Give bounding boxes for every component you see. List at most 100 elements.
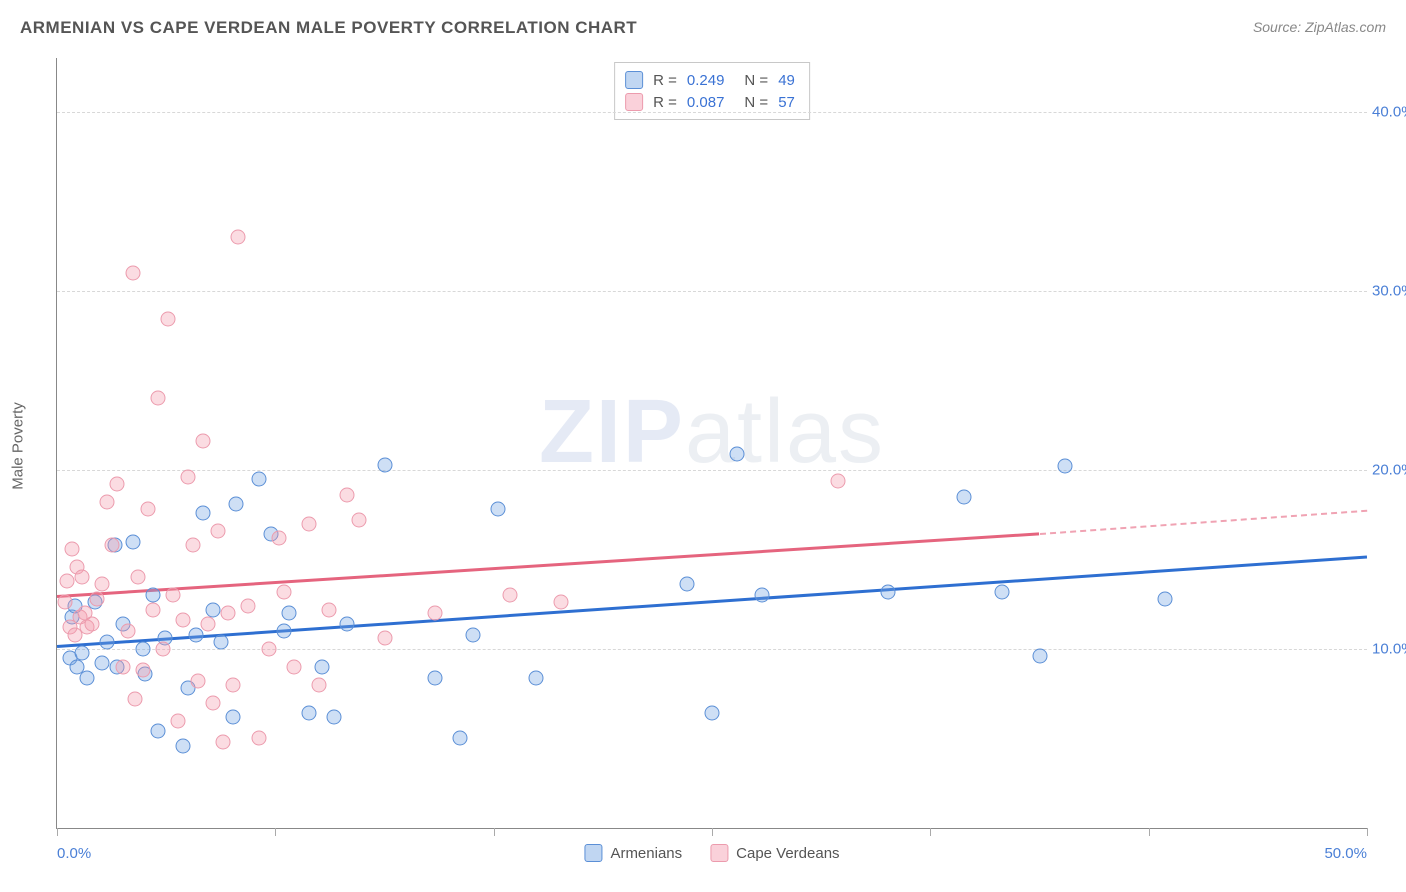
data-point	[196, 505, 211, 520]
x-tick	[1367, 828, 1368, 836]
data-point	[120, 624, 135, 639]
data-point	[165, 588, 180, 603]
data-point	[80, 670, 95, 685]
data-point	[191, 674, 206, 689]
x-tick	[1149, 828, 1150, 836]
data-point	[125, 265, 140, 280]
data-point	[95, 577, 110, 592]
x-tick-label: 50.0%	[1324, 845, 1367, 862]
data-point	[60, 573, 75, 588]
source-label: Source:	[1253, 19, 1305, 35]
data-point	[705, 706, 720, 721]
data-point	[206, 602, 221, 617]
gridline	[57, 649, 1367, 650]
legend-item-armenians: Armenians	[584, 844, 682, 862]
data-point	[755, 588, 770, 603]
data-point	[128, 692, 143, 707]
data-point	[352, 513, 367, 528]
data-point	[339, 487, 354, 502]
legend-label-capeverdeans: Cape Verdeans	[736, 845, 839, 862]
data-point	[251, 731, 266, 746]
data-point	[281, 606, 296, 621]
data-point	[135, 663, 150, 678]
data-point	[186, 538, 201, 553]
y-tick-label: 30.0%	[1372, 282, 1406, 299]
data-point	[213, 634, 228, 649]
data-point	[730, 446, 745, 461]
data-point	[75, 645, 90, 660]
data-point	[377, 631, 392, 646]
data-point	[75, 570, 90, 585]
chart-title: ARMENIAN VS CAPE VERDEAN MALE POVERTY CO…	[20, 18, 637, 38]
x-tick	[275, 828, 276, 836]
legend-label-armenians: Armenians	[610, 845, 682, 862]
swatch-blue-icon	[584, 844, 602, 862]
data-point	[140, 502, 155, 517]
data-point	[276, 584, 291, 599]
legend-item-capeverdeans: Cape Verdeans	[710, 844, 839, 862]
y-axis-label: Male Poverty	[10, 402, 27, 490]
data-point	[201, 616, 216, 631]
data-point	[251, 471, 266, 486]
data-point	[322, 602, 337, 617]
y-tick-label: 10.0%	[1372, 640, 1406, 657]
n-label: N =	[744, 72, 768, 89]
data-point	[553, 595, 568, 610]
data-point	[100, 495, 115, 510]
data-point	[145, 588, 160, 603]
watermark: ZIPatlas	[539, 381, 885, 484]
data-point	[427, 670, 442, 685]
n-label: N =	[744, 94, 768, 111]
data-point	[1158, 591, 1173, 606]
data-point	[881, 584, 896, 599]
data-point	[125, 534, 140, 549]
data-point	[231, 230, 246, 245]
data-point	[679, 577, 694, 592]
data-point	[312, 677, 327, 692]
data-point	[226, 677, 241, 692]
data-point	[276, 624, 291, 639]
trendline	[1039, 509, 1367, 534]
data-point	[95, 656, 110, 671]
data-point	[261, 641, 276, 656]
correlation-row-armenians: R = 0.249 N = 49	[625, 69, 795, 91]
data-point	[327, 709, 342, 724]
data-point	[956, 489, 971, 504]
swatch-pink-icon	[710, 844, 728, 862]
watermark-atlas: atlas	[685, 382, 885, 482]
scatter-plot: ZIPatlas R = 0.249 N = 49 R = 0.087 N = …	[56, 58, 1367, 829]
data-point	[150, 391, 165, 406]
data-point	[150, 724, 165, 739]
data-point	[453, 731, 468, 746]
data-point	[100, 634, 115, 649]
x-tick	[57, 828, 58, 836]
x-tick	[930, 828, 931, 836]
data-point	[90, 591, 105, 606]
watermark-zip: ZIP	[539, 382, 685, 482]
data-point	[110, 477, 125, 492]
data-point	[503, 588, 518, 603]
data-point	[427, 606, 442, 621]
y-tick-label: 40.0%	[1372, 103, 1406, 120]
data-point	[286, 659, 301, 674]
data-point	[206, 695, 221, 710]
data-point	[155, 641, 170, 656]
x-tick	[494, 828, 495, 836]
gridline	[57, 112, 1367, 113]
data-point	[528, 670, 543, 685]
data-point	[196, 434, 211, 449]
data-point	[301, 516, 316, 531]
swatch-pink-icon	[625, 93, 643, 111]
data-point	[175, 613, 190, 628]
data-point	[105, 538, 120, 553]
data-point	[130, 570, 145, 585]
data-point	[228, 496, 243, 511]
swatch-blue-icon	[625, 71, 643, 89]
r-value-armenians: 0.249	[687, 72, 725, 89]
r-label: R =	[653, 94, 677, 111]
correlation-row-capeverdeans: R = 0.087 N = 57	[625, 91, 795, 113]
data-point	[170, 713, 185, 728]
data-point	[339, 616, 354, 631]
series-legend: Armenians Cape Verdeans	[584, 844, 839, 862]
data-point	[226, 709, 241, 724]
